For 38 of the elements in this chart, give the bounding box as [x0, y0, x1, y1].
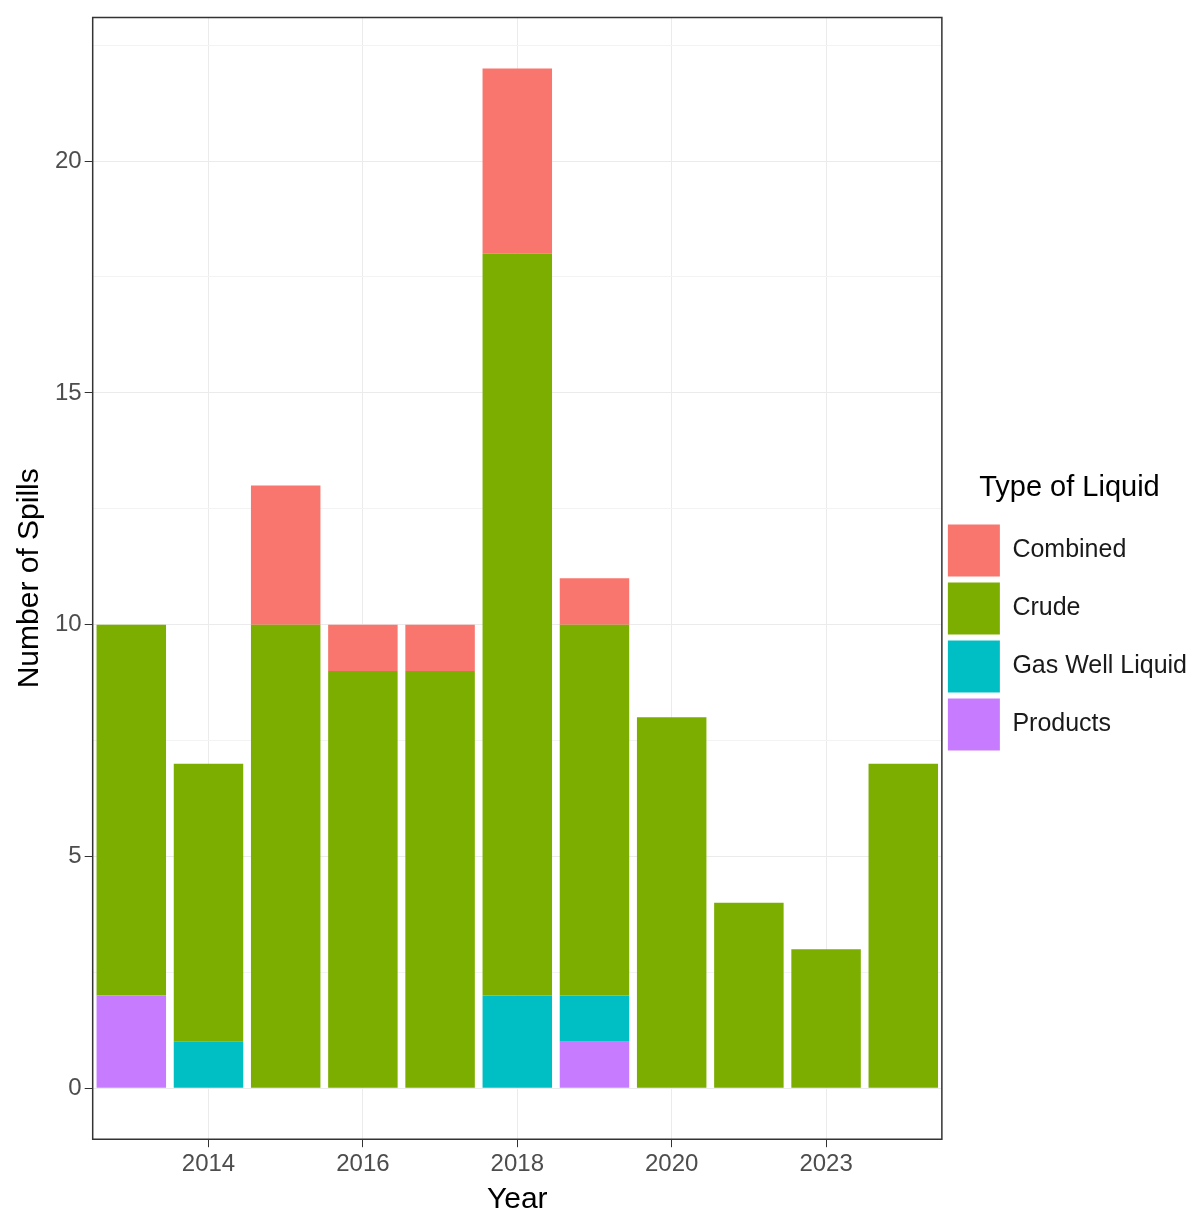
legend-label: Gas Well Liquid [1012, 650, 1187, 679]
bar [636, 717, 707, 1088]
bar [405, 624, 475, 672]
x-tick-label: 2020 [644, 1149, 699, 1177]
bar [791, 949, 861, 1088]
bar [868, 763, 939, 1088]
x-tick-label: 2018 [490, 1149, 544, 1177]
legend-title: Type of Liquid [979, 470, 1160, 503]
legend-label: Combined [1012, 534, 1127, 563]
x-tick-label: 2014 [181, 1149, 236, 1177]
bar [250, 624, 321, 1088]
bar [96, 624, 167, 996]
y-tick-label: 10 [54, 609, 82, 637]
bar [482, 995, 553, 1088]
bar [328, 671, 398, 1088]
y-tick-label: 20 [54, 145, 82, 173]
bar [482, 253, 553, 996]
bar [96, 995, 167, 1088]
bar [482, 68, 553, 254]
y-tick-label: 5 [68, 841, 82, 869]
y-tick-label: 0 [68, 1072, 82, 1100]
legend-label: Products [1012, 708, 1112, 737]
bar [714, 902, 784, 1088]
bar [405, 671, 475, 1088]
x-axis-title: Year [486, 1181, 548, 1215]
bar [328, 624, 398, 672]
bar [250, 485, 321, 625]
bar [173, 763, 244, 1042]
legend-label: Crude [1012, 592, 1081, 621]
x-tick-label: 2016 [336, 1149, 390, 1177]
bar [173, 1041, 244, 1088]
bar [559, 578, 630, 625]
bar [559, 1041, 630, 1088]
x-tick-label: 2023 [799, 1149, 853, 1177]
y-axis-title: Number of Spills [11, 468, 45, 689]
bar [559, 624, 630, 996]
bar [559, 995, 630, 1042]
y-tick-label: 15 [54, 377, 82, 405]
